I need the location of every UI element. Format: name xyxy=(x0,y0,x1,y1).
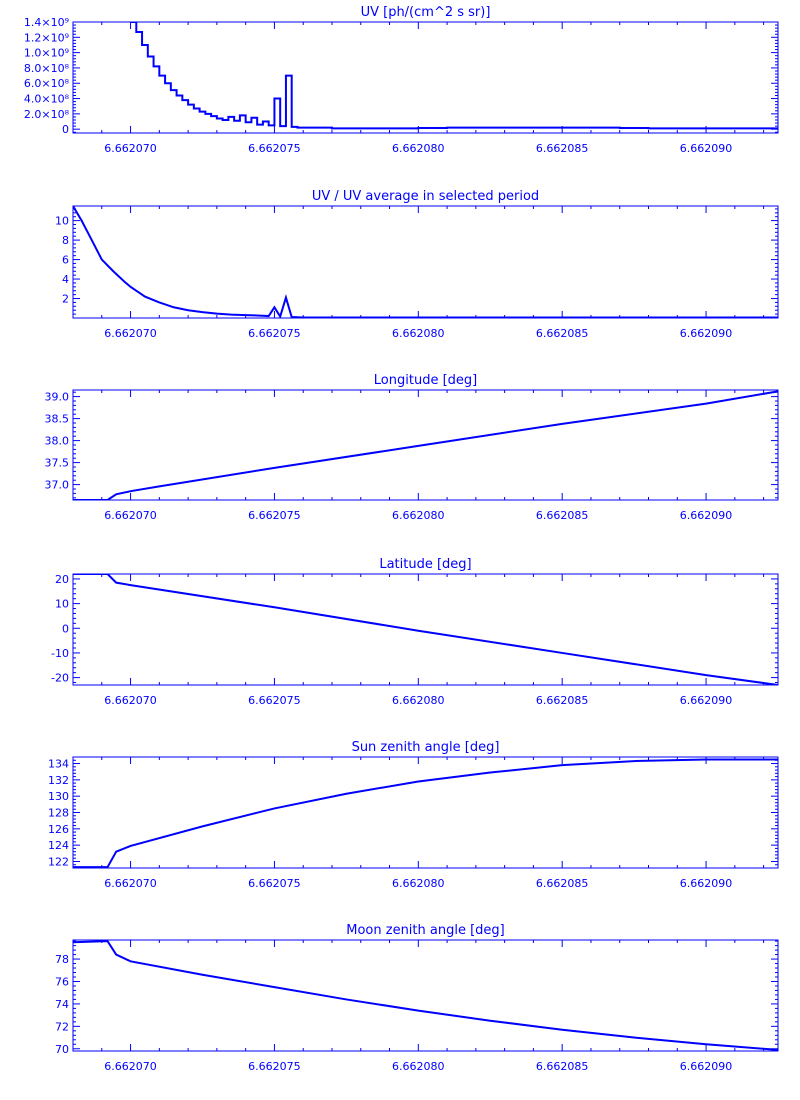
chart-title: UV [ph/(cm^2 s sr)] xyxy=(361,5,491,20)
y-tick-label: 126 xyxy=(48,823,69,836)
y-tick-label: 39.0 xyxy=(45,391,70,404)
y-tick-label: 38.5 xyxy=(45,413,70,426)
x-tick-label: 6.662080 xyxy=(392,142,445,155)
y-tick-label: 38.0 xyxy=(45,435,70,448)
x-tick-label: 6.662085 xyxy=(536,694,589,707)
x-tick-label: 6.662080 xyxy=(392,877,445,890)
chart-title: Longitude [deg] xyxy=(374,373,477,388)
y-tick-label: 74 xyxy=(55,998,69,1011)
x-tick-label: 6.662075 xyxy=(248,877,301,890)
x-tick-label: 6.662085 xyxy=(536,877,589,890)
y-tick-label: 4 xyxy=(62,273,69,286)
x-tick-label: 6.662085 xyxy=(536,142,589,155)
y-tick-label: 8 xyxy=(62,234,69,247)
y-tick-label: 6 xyxy=(62,254,69,267)
x-tick-label: 6.662075 xyxy=(248,1060,301,1073)
y-tick-label: 2.0×10⁸ xyxy=(24,108,70,121)
chart-panel-4: Latitude [deg] 6.662070 6.662075 6.662080 6.… xyxy=(51,557,779,707)
data-series-line xyxy=(130,22,778,130)
y-tick-label: 0 xyxy=(62,123,69,136)
x-tick-label: 6.662075 xyxy=(248,142,301,155)
y-tick-label: 20 xyxy=(55,573,69,586)
y-tick-label: 78 xyxy=(55,953,69,966)
y-tick-label: 122 xyxy=(48,855,69,868)
x-tick-label: 6.662090 xyxy=(680,1060,733,1073)
x-tick-label: 6.662085 xyxy=(536,1060,589,1073)
y-tick-label: 1.2×10⁹ xyxy=(24,31,69,44)
y-tick-label: 76 xyxy=(55,975,69,988)
chart-panel-1: UV [ph/(cm^2 s sr)] 6.662070 6.662075 6.662… xyxy=(24,5,779,155)
x-tick-label: 6.662075 xyxy=(248,327,301,340)
x-tick-label: 6.662080 xyxy=(392,694,445,707)
y-tick-label: 128 xyxy=(48,807,69,820)
x-tick-label: 6.662075 xyxy=(248,694,301,707)
chart-title: Latitude [deg] xyxy=(379,557,471,572)
data-series-line xyxy=(73,574,778,685)
y-tick-label: 8.0×10⁸ xyxy=(24,62,70,75)
x-tick-label: 6.662070 xyxy=(104,142,157,155)
x-tick-label: 6.662070 xyxy=(104,1060,157,1073)
y-tick-label: -10 xyxy=(51,647,69,660)
x-tick-label: 6.662070 xyxy=(104,509,157,522)
x-tick-label: 6.662085 xyxy=(536,327,589,340)
y-tick-label: 4.0×10⁸ xyxy=(24,93,70,106)
chart-panel-2: UV / UV average in selected period 6.6620… xyxy=(55,189,779,340)
x-tick-label: 6.662090 xyxy=(680,142,733,155)
x-tick-label: 6.662090 xyxy=(680,694,733,707)
y-tick-label: 130 xyxy=(48,790,69,803)
x-tick-label: 6.662080 xyxy=(392,1060,445,1073)
x-tick-label: 6.662070 xyxy=(104,694,157,707)
y-tick-label: 10 xyxy=(55,598,69,611)
plot-frame xyxy=(72,205,779,319)
x-tick-label: 6.662090 xyxy=(680,327,733,340)
y-tick-label: 2 xyxy=(62,293,69,306)
chart-panel-6: Moon zenith angle [deg] 6.662070 6.662075 6… xyxy=(55,923,779,1073)
chart-title: Moon zenith angle [deg] xyxy=(346,923,504,938)
x-tick-label: 6.662090 xyxy=(680,509,733,522)
y-tick-label: 1.4×10⁹ xyxy=(24,16,69,29)
data-series-line xyxy=(73,940,778,1051)
y-tick-label: 124 xyxy=(48,839,69,852)
data-series-line xyxy=(73,390,778,500)
chart-title: UV / UV average in selected period xyxy=(312,189,539,204)
x-tick-label: 6.662080 xyxy=(392,509,445,522)
chart-panel-5: Sun zenith angle [deg] 6.662070 6.662075 6.… xyxy=(48,740,779,890)
x-tick-label: 6.662080 xyxy=(392,327,445,340)
x-tick-label: 6.662085 xyxy=(536,509,589,522)
y-tick-label: 134 xyxy=(48,758,69,771)
y-tick-label: 70 xyxy=(55,1043,69,1056)
x-tick-label: 6.662070 xyxy=(104,327,157,340)
y-tick-label: 37.5 xyxy=(45,457,70,470)
chart-panel-3: Longitude [deg] 6.662070 6.662075 6.662080 6… xyxy=(45,373,779,522)
y-tick-label: 6.0×10⁸ xyxy=(24,77,70,90)
plot-frame xyxy=(72,756,779,869)
data-series-line xyxy=(73,758,778,868)
chart-title: Sun zenith angle [deg] xyxy=(352,740,500,755)
x-tick-label: 6.662070 xyxy=(104,877,157,890)
data-series-line xyxy=(73,206,778,318)
y-tick-label: -20 xyxy=(51,672,69,685)
plot-frame xyxy=(72,939,779,1052)
y-tick-label: 0 xyxy=(62,622,69,635)
y-tick-label: 37.0 xyxy=(45,479,70,492)
y-tick-label: 132 xyxy=(48,774,69,787)
x-tick-label: 6.662090 xyxy=(680,877,733,890)
y-tick-label: 72 xyxy=(55,1020,69,1033)
y-tick-label: 1.0×10⁹ xyxy=(24,47,69,60)
plot-frame xyxy=(72,573,779,686)
x-tick-label: 6.662075 xyxy=(248,509,301,522)
plot-frame xyxy=(72,21,779,134)
y-tick-label: 10 xyxy=(55,215,69,228)
